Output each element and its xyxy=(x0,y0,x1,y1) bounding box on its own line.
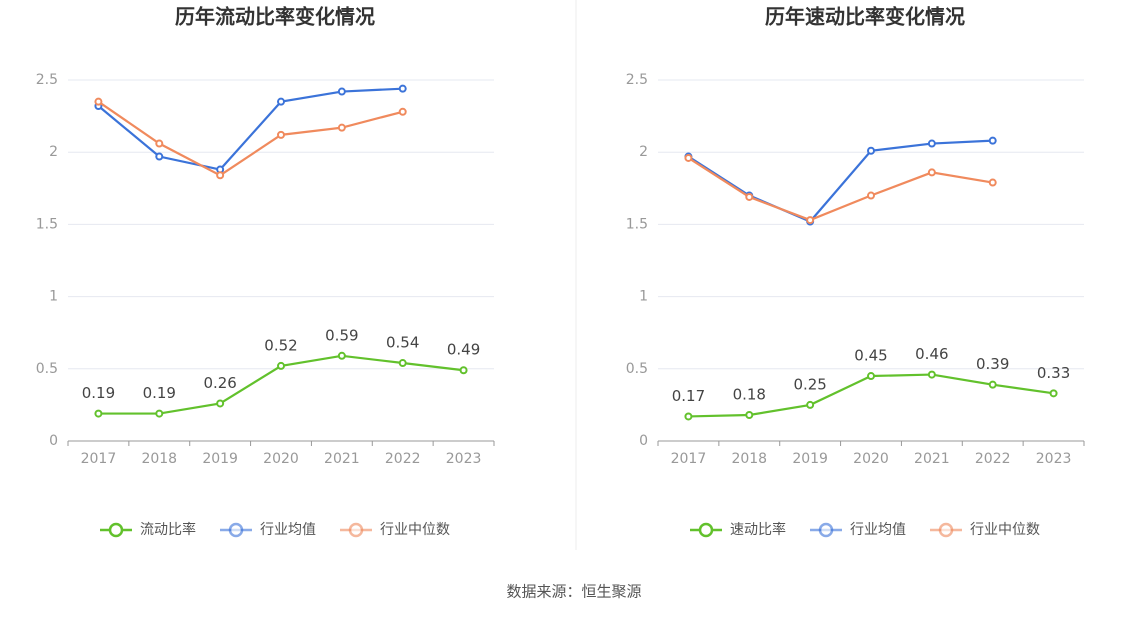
data-point xyxy=(927,168,936,177)
data-point xyxy=(927,139,936,148)
x-tick-label: 2023 xyxy=(1036,451,1072,467)
data-point xyxy=(867,146,875,155)
data-label: 0.19 xyxy=(82,384,115,402)
data-point xyxy=(806,400,815,409)
data-point xyxy=(155,409,164,418)
data-point xyxy=(337,351,346,360)
x-tick-label: 2019 xyxy=(202,451,238,467)
data-label: 0.52 xyxy=(264,336,297,354)
data-label: 0.46 xyxy=(915,345,948,363)
data-point xyxy=(867,372,875,381)
y-tick-label: 2 xyxy=(639,144,648,160)
data-point xyxy=(94,97,103,106)
data-point xyxy=(927,370,936,379)
chart-title: 历年流动比率变化情况 xyxy=(175,5,375,29)
data-label: 0.39 xyxy=(976,355,1009,373)
y-tick-label: 1 xyxy=(49,289,58,305)
legend-label: 行业中位数 xyxy=(380,522,450,538)
series-line xyxy=(687,139,993,223)
legend-marker xyxy=(698,522,714,538)
data-label: 0.25 xyxy=(793,375,826,393)
x-tick-label: 2017 xyxy=(671,451,707,467)
data-point xyxy=(337,123,346,132)
y-tick-label: 0.5 xyxy=(36,361,58,377)
x-tick-label: 2018 xyxy=(141,451,177,467)
data-point xyxy=(398,84,407,93)
legend-label: 行业中位数 xyxy=(970,522,1040,538)
data-point xyxy=(806,216,815,225)
data-point xyxy=(155,139,164,148)
x-tick-label: 2018 xyxy=(731,451,767,467)
y-tick-label: 0 xyxy=(49,433,58,449)
data-point xyxy=(277,130,285,139)
data-point xyxy=(745,411,754,420)
legend-marker xyxy=(348,522,364,538)
y-tick-label: 1.5 xyxy=(626,216,648,232)
legend-marker xyxy=(818,522,834,538)
y-tick-label: 2 xyxy=(49,144,58,160)
data-label: 0.19 xyxy=(143,384,176,402)
y-tick-label: 0.5 xyxy=(626,361,648,377)
data-point xyxy=(155,152,164,161)
x-tick-label: 2019 xyxy=(792,451,828,467)
y-tick-label: 1 xyxy=(639,289,648,305)
data-label: 0.45 xyxy=(854,347,887,365)
data-label: 0.33 xyxy=(1037,364,1070,382)
y-tick-label: 1.5 xyxy=(36,216,58,232)
data-point xyxy=(684,153,693,162)
data-label: 0.49 xyxy=(447,341,480,359)
data-point xyxy=(988,178,997,187)
data-point xyxy=(398,107,407,116)
series-line xyxy=(687,157,993,222)
data-point xyxy=(277,97,285,106)
data-point xyxy=(684,412,693,421)
legend-label: 行业均值 xyxy=(850,522,906,538)
y-tick-label: 0 xyxy=(639,433,648,449)
series-line xyxy=(97,100,403,177)
legend-marker xyxy=(938,522,954,538)
data-point xyxy=(94,409,103,418)
data-label: 0.18 xyxy=(733,386,766,404)
data-point xyxy=(1049,389,1058,398)
data-label: 0.17 xyxy=(672,387,705,405)
x-tick-label: 2022 xyxy=(975,451,1011,467)
legend-label: 流动比率 xyxy=(140,521,196,538)
data-point xyxy=(745,192,754,201)
data-point xyxy=(398,359,407,368)
x-tick-label: 2022 xyxy=(385,451,421,467)
x-tick-label: 2020 xyxy=(853,451,889,467)
data-point xyxy=(337,87,346,96)
x-tick-label: 2021 xyxy=(914,451,950,467)
chart-title: 历年速动比率变化情况 xyxy=(765,5,965,29)
data-point xyxy=(988,136,997,145)
legend-label: 行业均值 xyxy=(260,522,316,538)
series-line xyxy=(97,87,403,171)
x-tick-label: 2023 xyxy=(446,451,482,467)
y-tick-label: 2.5 xyxy=(36,72,58,88)
y-tick-label: 2.5 xyxy=(626,72,648,88)
data-point xyxy=(988,380,997,389)
data-label: 0.26 xyxy=(203,374,236,392)
data-point xyxy=(216,399,225,408)
data-point xyxy=(277,361,285,370)
legend-marker xyxy=(228,522,244,538)
source: 数据来源：恒生聚源 xyxy=(506,583,641,601)
x-tick-label: 2021 xyxy=(324,451,360,467)
data-point xyxy=(216,171,225,180)
legend-marker xyxy=(108,522,124,538)
data-label: 0.59 xyxy=(325,326,358,344)
x-tick-label: 2017 xyxy=(81,451,117,467)
legend-label: 速动比率 xyxy=(730,521,786,538)
x-tick-label: 2020 xyxy=(263,451,299,467)
data-point xyxy=(459,366,468,375)
data-point xyxy=(867,191,875,200)
data-label: 0.54 xyxy=(386,334,419,352)
